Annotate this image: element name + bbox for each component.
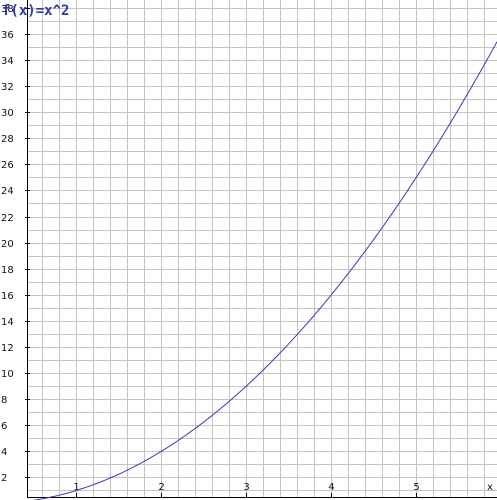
x-tick-label: 1: [73, 482, 79, 493]
x-tick-label: 5: [413, 482, 419, 493]
x-tick-label: 2: [158, 482, 164, 493]
y-tick-label: 20: [1, 239, 14, 250]
x-tick-label: 4: [328, 482, 334, 493]
x-tick-labels: 1 2 3 4 5: [73, 482, 419, 493]
y-tick-label: 32: [1, 82, 14, 93]
y-tick-label: 12: [1, 343, 14, 354]
y-tick-label: 6: [1, 421, 7, 432]
y-tick-label: 22: [1, 213, 14, 224]
y-tick-label: 26: [1, 160, 14, 171]
y-tick-label: 34: [1, 56, 14, 67]
y-tick-label: 18: [1, 265, 14, 276]
y-tick-label: 30: [1, 108, 14, 119]
y-tick-label: 38: [1, 4, 14, 15]
y-tick-label: 36: [1, 30, 14, 41]
x-tick-label: 3: [243, 482, 249, 493]
series-line: [33, 41, 497, 500]
y-tick-label: 28: [1, 134, 14, 145]
y-tick-label: 16: [1, 291, 14, 302]
y-tick-label: 8: [1, 395, 7, 406]
grid: [27, 0, 497, 497]
y-tick-label: 24: [1, 186, 14, 197]
y-tick-label: 2: [1, 473, 7, 484]
y-tick-label: 14: [1, 317, 14, 328]
chart-title: f(x)=x^2: [2, 3, 70, 19]
x-axis-label: x: [487, 482, 493, 493]
y-tick-label: 4: [1, 447, 7, 458]
axes: [25, 0, 497, 498]
y-tick-label: 10: [1, 369, 14, 380]
